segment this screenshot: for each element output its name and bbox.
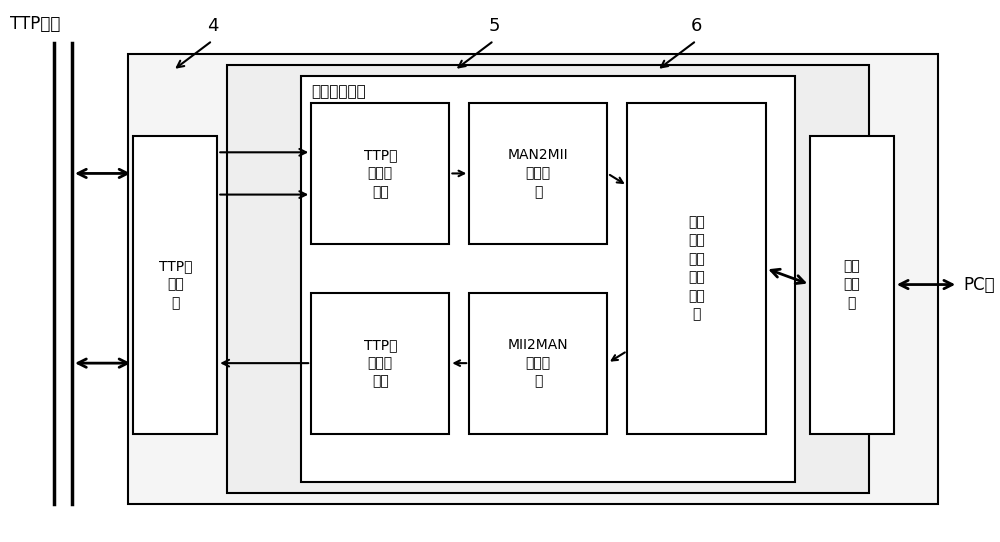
Text: PC机: PC机 — [963, 275, 995, 294]
Text: 以太
网接
口: 以太 网接 口 — [844, 259, 860, 310]
FancyBboxPatch shape — [301, 76, 795, 482]
Text: TTP总
线数据
捕获: TTP总 线数据 捕获 — [364, 148, 397, 199]
FancyBboxPatch shape — [469, 293, 607, 434]
FancyBboxPatch shape — [311, 103, 449, 244]
Text: MII2MAN
编码转
换: MII2MAN 编码转 换 — [508, 338, 569, 389]
Text: MAN2MII
编码转
换: MAN2MII 编码转 换 — [508, 148, 569, 199]
Text: 4: 4 — [207, 17, 218, 35]
Text: 数据
缓冲
接收
与发
送控
制: 数据 缓冲 接收 与发 送控 制 — [688, 215, 705, 321]
FancyBboxPatch shape — [311, 293, 449, 434]
FancyBboxPatch shape — [227, 65, 869, 493]
FancyBboxPatch shape — [469, 103, 607, 244]
FancyBboxPatch shape — [128, 54, 938, 504]
Text: TTP总
线数据
发送: TTP总 线数据 发送 — [364, 338, 397, 389]
Text: TTP总线: TTP总线 — [10, 15, 60, 33]
Text: 5: 5 — [488, 17, 500, 35]
FancyBboxPatch shape — [627, 103, 766, 434]
Text: 数据控制单元: 数据控制单元 — [311, 84, 366, 99]
FancyBboxPatch shape — [133, 136, 217, 434]
Text: TTP总
线接
口: TTP总 线接 口 — [159, 259, 192, 310]
FancyBboxPatch shape — [810, 136, 894, 434]
Text: 6: 6 — [691, 17, 702, 35]
